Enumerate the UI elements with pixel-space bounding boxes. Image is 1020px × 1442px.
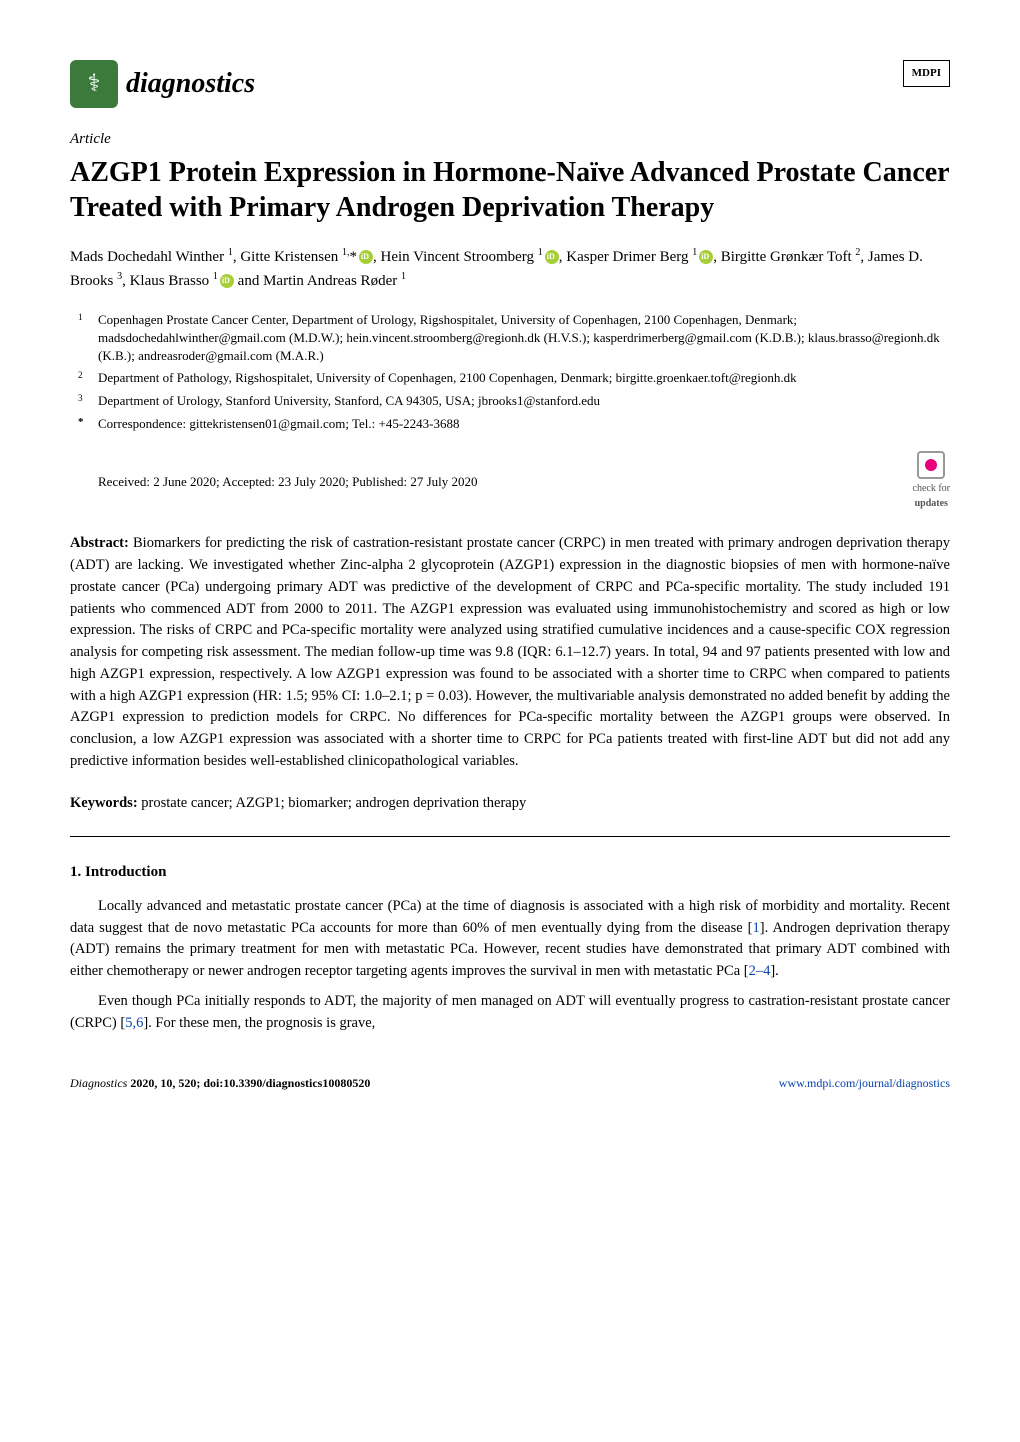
orcid-icon — [220, 274, 234, 288]
journal-badge: ⚕ diagnostics — [70, 60, 255, 108]
affiliation-item: 2Department of Pathology, Rigshospitalet… — [98, 369, 950, 388]
dates-row: Received: 2 June 2020; Accepted: 23 July… — [70, 451, 950, 511]
publication-dates: Received: 2 June 2020; Accepted: 23 July… — [98, 472, 478, 492]
affiliation-number: 2 — [78, 369, 98, 388]
journal-name: diagnostics — [126, 63, 255, 105]
citation-link[interactable]: 5,6 — [125, 1015, 143, 1031]
journal-icon: ⚕ — [70, 60, 118, 108]
correspondence-symbol: * — [78, 415, 98, 433]
authors-line: Mads Dochedahl Winther 1, Gitte Kristens… — [70, 245, 950, 293]
abstract-text: Biomarkers for predicting the risk of ca… — [70, 535, 950, 769]
orcid-icon — [699, 250, 713, 264]
footer-left: Diagnostics 2020, 10, 520; doi:10.3390/d… — [70, 1074, 370, 1092]
affiliation-item: 3Department of Urology, Stanford Univers… — [98, 392, 950, 411]
citation-link[interactable]: 1 — [753, 920, 760, 936]
affiliation-text: Department of Urology, Stanford Universi… — [98, 392, 600, 411]
affiliation-number: 3 — [78, 392, 98, 411]
abstract-block: Abstract: Biomarkers for predicting the … — [70, 533, 950, 772]
affiliation-number: 1 — [78, 311, 98, 366]
header-row: ⚕ diagnostics MDPI — [70, 60, 950, 108]
correspondence-line: *Correspondence: gittekristensen01@gmail… — [98, 415, 950, 433]
affiliations-block: 1Copenhagen Prostate Cancer Center, Depa… — [70, 311, 950, 434]
abstract-label: Abstract: — [70, 535, 129, 551]
check-for-updates-badge[interactable]: check for updates — [913, 451, 950, 511]
publisher-logo: MDPI — [903, 60, 950, 87]
divider — [70, 836, 950, 837]
affiliation-item: 1Copenhagen Prostate Cancer Center, Depa… — [98, 311, 950, 366]
keywords-label: Keywords: — [70, 795, 138, 811]
footer-journal-link[interactable]: www.mdpi.com/journal/diagnostics — [779, 1074, 950, 1092]
check-updates-label2: updates — [915, 496, 948, 511]
check-updates-icon — [917, 451, 945, 479]
correspondence-text: Correspondence: gittekristensen01@gmail.… — [98, 415, 460, 433]
keywords-block: Keywords: prostate cancer; AZGP1; biomar… — [70, 793, 950, 815]
affiliation-text: Copenhagen Prostate Cancer Center, Depar… — [98, 311, 950, 366]
check-updates-label1: check for — [913, 481, 950, 496]
intro-para-1: Locally advanced and metastatic prostate… — [70, 896, 950, 983]
footer-journal-italic: Diagnostics — [70, 1076, 127, 1090]
page-footer: Diagnostics 2020, 10, 520; doi:10.3390/d… — [70, 1074, 950, 1092]
citation-link[interactable]: 2–4 — [749, 963, 771, 979]
journal-icon-glyph: ⚕ — [88, 66, 101, 102]
footer-year-vol: 2020, 10, 520; doi:10.3390/diagnostics10… — [130, 1076, 370, 1090]
article-type: Article — [70, 128, 950, 151]
article-title: AZGP1 Protein Expression in Hormone-Naïv… — [70, 155, 950, 225]
orcid-icon — [545, 250, 559, 264]
publisher-name: MDPI — [912, 65, 941, 82]
affiliation-text: Department of Pathology, Rigshospitalet,… — [98, 369, 797, 388]
section-1-heading: 1. Introduction — [70, 861, 950, 884]
keywords-text: prostate cancer; AZGP1; biomarker; andro… — [141, 795, 526, 811]
orcid-icon — [359, 250, 373, 264]
intro-para-2: Even though PCa initially responds to AD… — [70, 991, 950, 1035]
